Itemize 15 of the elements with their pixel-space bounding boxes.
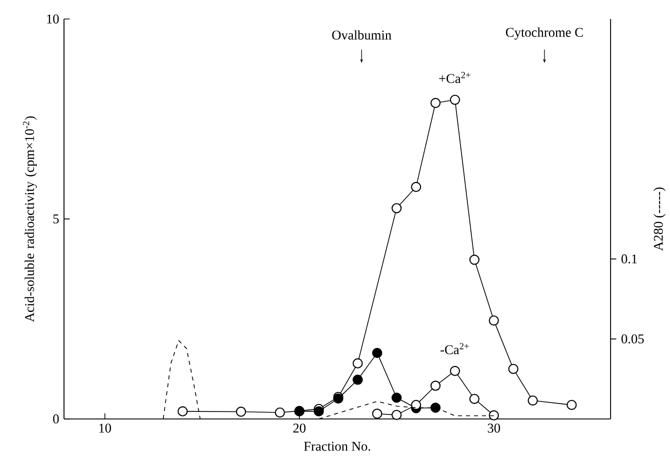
x-axis-title: Fraction No. <box>304 442 370 451</box>
y2-tick-label: 0.05 <box>621 334 644 344</box>
y-tick-label: 0 <box>53 414 59 424</box>
y-axis-title: Acid-soluble radioactivity (cpm×10$^{-2}$) <box>22 116 37 322</box>
series-label: -Ca$^{2+}$ <box>440 343 469 354</box>
x-tick-label: 10 <box>99 424 112 433</box>
y2-axis-title: A280 (-----) <box>653 188 666 251</box>
y2-tick-label: 0.1 <box>621 254 637 264</box>
x-tick-label: 20 <box>293 424 306 433</box>
y-tick-label: 10 <box>47 14 59 24</box>
annotation: Ovalbumin <box>332 30 392 40</box>
series-label: +Ca$^{2+}$ <box>439 72 470 84</box>
y-tick-label: 5 <box>53 214 59 224</box>
annotation: Cytochrome C <box>506 28 583 40</box>
x-tick-label: 30 <box>488 424 500 433</box>
